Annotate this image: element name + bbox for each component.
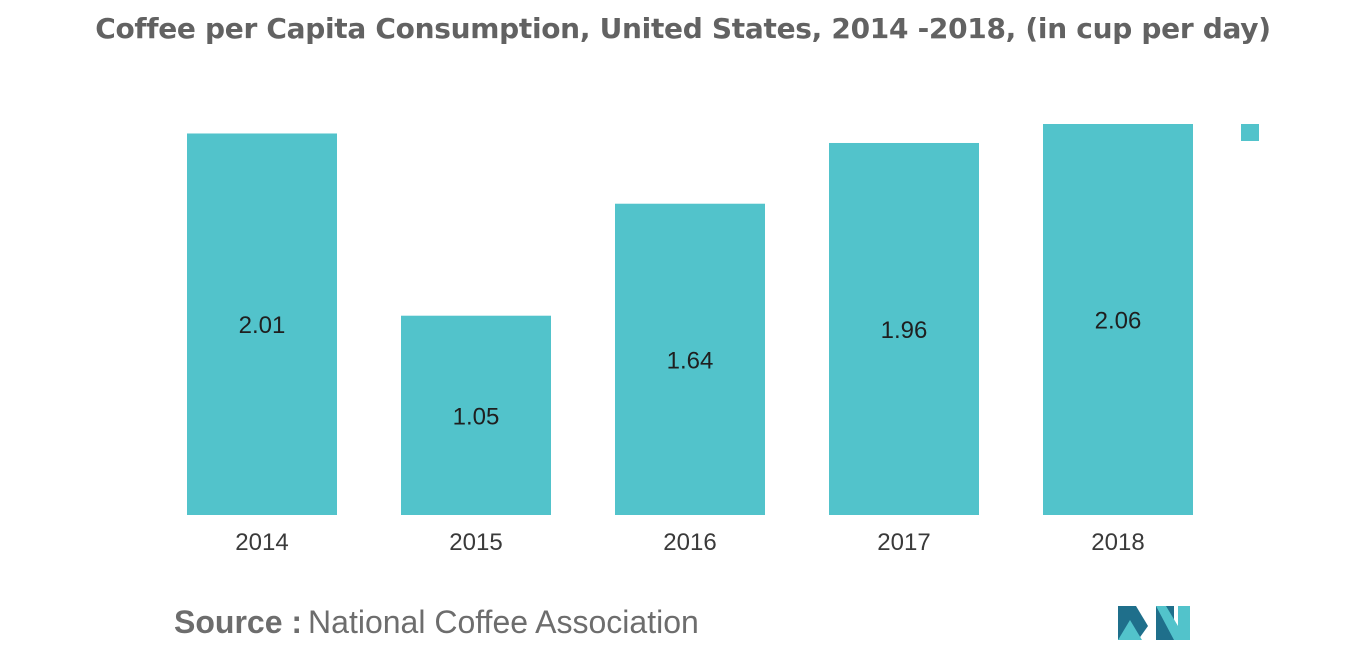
x-tick-label-2017: 2017 xyxy=(877,529,930,556)
bar-2017 xyxy=(829,142,979,515)
bar-2018 xyxy=(1043,124,1193,515)
data-labels-layer: 2.01 1.05 1.64 1.96 2.06 xyxy=(239,308,1142,431)
data-label-2018: 2.06 xyxy=(1095,308,1142,335)
x-tick-label-2016: 2016 xyxy=(663,529,716,556)
chart-title: Coffee per Capita Consumption, United St… xyxy=(95,12,1271,45)
source-note: Source : National Coffee Association xyxy=(174,604,699,641)
x-tick-label-2015: 2015 xyxy=(449,529,502,556)
x-tick-label-2014: 2014 xyxy=(235,529,288,556)
x-axis-tick-labels: 2014 2015 2016 2017 2018 xyxy=(235,529,1144,556)
data-label-2014: 2.01 xyxy=(239,312,286,339)
logo-right-light xyxy=(1156,606,1190,640)
mordor-intelligence-logo-icon xyxy=(1118,606,1190,640)
bar-2016 xyxy=(615,203,765,515)
legend-swatch xyxy=(1241,124,1259,141)
bar-2014 xyxy=(187,133,337,515)
source-prefix: Source : xyxy=(174,604,303,640)
x-tick-label-2018: 2018 xyxy=(1091,529,1144,556)
data-label-2015: 1.05 xyxy=(453,403,500,430)
source-text: National Coffee Association xyxy=(308,604,699,640)
bars-layer xyxy=(187,124,1193,515)
data-label-2016: 1.64 xyxy=(667,347,714,374)
data-label-2017: 1.96 xyxy=(881,317,928,344)
logo-left-light xyxy=(1118,620,1142,640)
bar-2015 xyxy=(401,315,551,515)
